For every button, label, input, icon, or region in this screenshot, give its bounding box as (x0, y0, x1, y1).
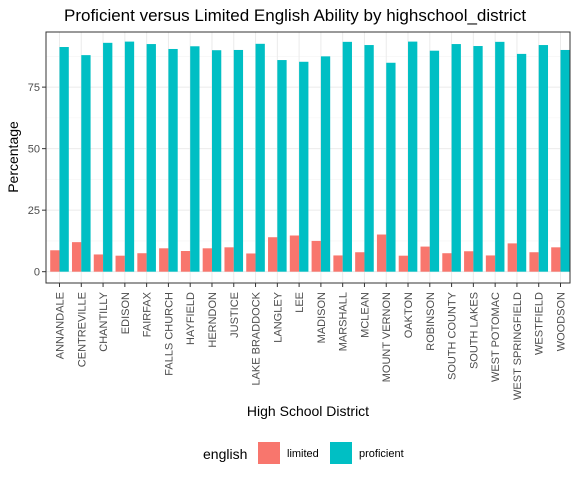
bar-limited (246, 253, 255, 271)
y-tick-label: 50 (28, 144, 40, 156)
bar-limited (442, 253, 451, 271)
bar-proficient (212, 50, 221, 271)
x-tick-label: LEE (294, 292, 306, 313)
bar-proficient (495, 42, 504, 272)
y-tick-label: 0 (34, 267, 40, 279)
x-tick-label: SOUTH COUNTY (447, 291, 459, 380)
legend-key-proficient (330, 442, 352, 464)
x-tick-label: WEST SPRINGFIELD (512, 292, 524, 400)
bar-proficient (452, 44, 461, 272)
bar-limited (377, 235, 386, 272)
bar-limited (529, 252, 538, 271)
bar-proficient (256, 44, 265, 272)
bar-limited (290, 236, 299, 272)
bar-proficient (473, 46, 482, 272)
legend-label-proficient: proficient (359, 448, 404, 460)
x-tick-label: MARSHALL (338, 292, 350, 351)
bar-limited (181, 251, 190, 272)
bar-limited (399, 256, 408, 272)
bar-limited (486, 255, 495, 271)
y-tick-label: 25 (28, 205, 40, 217)
bar-proficient (299, 62, 308, 272)
bar-proficient (430, 51, 439, 272)
legend-key-limited (258, 442, 280, 464)
bar-limited (50, 250, 59, 271)
x-tick-label: WEST POTOMAC (490, 292, 502, 382)
bar-limited (137, 253, 146, 271)
bar-proficient (60, 47, 69, 272)
bar-proficient (517, 54, 526, 272)
legend-label-limited: limited (287, 448, 319, 460)
x-tick-label: ROBINSON (425, 292, 437, 351)
bar-proficient (561, 50, 570, 272)
x-tick-label: JUSTICE (229, 292, 241, 338)
x-tick-label: MOUNT VERNON (381, 292, 393, 382)
legend-title: english (203, 446, 247, 462)
x-axis: ANNANDALE CENTREVILLE CHANTILLY EDISON FAIRF… (55, 283, 568, 400)
bar-proficient (364, 45, 373, 272)
bar-limited (72, 242, 81, 272)
x-tick-label: LANGLEY (272, 291, 284, 342)
x-tick-label: EDISON (120, 292, 132, 334)
bar-limited (312, 241, 321, 272)
bar-proficient (386, 63, 395, 272)
bar-limited (116, 256, 125, 272)
bar-limited (333, 255, 342, 271)
bar-limited (94, 254, 103, 271)
bar-proficient (277, 60, 286, 272)
bar-limited (203, 248, 212, 271)
bar-limited (159, 248, 168, 271)
x-tick-label: WESTFIELD (534, 292, 546, 355)
y-axis-title: Percentage (5, 121, 21, 193)
x-tick-label: CHANTILLY (98, 291, 110, 351)
x-tick-label: ANNANDALE (55, 292, 67, 359)
x-axis-title: High School District (247, 403, 369, 419)
x-tick-label: FALLS CHURCH (163, 292, 175, 376)
bar-proficient (103, 43, 112, 272)
x-tick-label: CENTREVILLE (76, 292, 88, 367)
bar-limited (268, 237, 277, 271)
bar-limited (508, 243, 517, 271)
bar-proficient (125, 42, 134, 272)
x-tick-label: OAKTON (403, 292, 415, 338)
legend: english limited proficient (203, 442, 404, 464)
x-tick-label: MCLEAN (359, 292, 371, 338)
bar-proficient (147, 44, 156, 272)
y-tick-label: 75 (28, 82, 40, 94)
x-tick-label: LAKE BRADDOCK (251, 291, 263, 385)
x-tick-label: HERNDON (207, 292, 219, 348)
bar-proficient (343, 42, 352, 272)
bar-proficient (539, 45, 548, 272)
x-tick-label: SOUTH LAKES (468, 292, 480, 369)
chart-title: Proficient versus Limited English Abilit… (64, 6, 526, 25)
bar-proficient (81, 55, 90, 272)
bar-proficient (321, 56, 330, 271)
bar-proficient (190, 46, 199, 271)
x-tick-label: FAIRFAX (142, 291, 154, 337)
bar-proficient (168, 49, 177, 272)
x-tick-label: HAYFIELD (185, 292, 197, 345)
bar-limited (224, 247, 233, 271)
x-tick-label: WOODSON (556, 292, 568, 351)
bar-limited (355, 252, 364, 271)
bar-limited (464, 251, 473, 271)
bar-limited (421, 247, 430, 272)
y-axis: 0 25 50 75 (28, 82, 46, 279)
bar-limited (551, 247, 560, 271)
bar-proficient (234, 50, 243, 272)
bar-proficient (408, 42, 417, 272)
x-tick-label: MADISON (316, 292, 328, 343)
